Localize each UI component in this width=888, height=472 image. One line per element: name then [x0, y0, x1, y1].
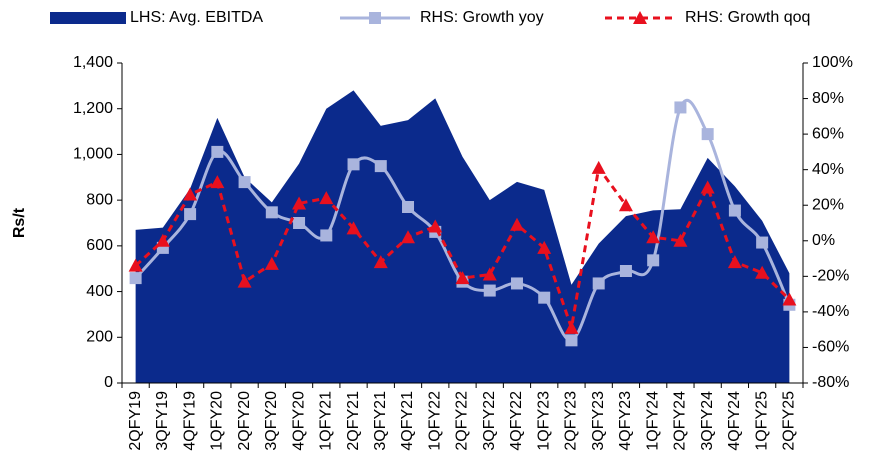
marker — [538, 291, 551, 304]
y-axis-label: Rs/t — [11, 207, 28, 238]
x-tick-label: 3QFY19 — [154, 391, 171, 451]
marker — [401, 230, 416, 244]
y2-tick-label: 0% — [812, 232, 835, 249]
marker — [700, 180, 715, 194]
x-tick-label: 1QFY23 — [535, 391, 552, 451]
marker — [237, 274, 252, 288]
marker — [756, 236, 769, 249]
x-tick-label: 2QFY25 — [781, 391, 798, 451]
y-tick-label: 800 — [86, 191, 113, 208]
marker — [455, 271, 470, 285]
marker — [646, 230, 661, 244]
x-tick-label: 3QFY20 — [263, 391, 280, 451]
y2-tick-label: 40% — [812, 161, 844, 178]
marker — [727, 255, 742, 269]
legend-marker — [369, 12, 381, 24]
marker — [183, 187, 198, 201]
y2-tick-label: -80% — [812, 374, 849, 391]
legend-label: LHS: Avg. EBITDA — [130, 9, 263, 26]
x-tick-label: 4QFY22 — [508, 391, 525, 451]
y-tick-label: 1,400 — [73, 54, 113, 71]
y2-tick-label: 100% — [812, 54, 853, 71]
x-tick-label: 1QFY21 — [318, 391, 335, 451]
y2-tick-label: -60% — [812, 339, 849, 356]
marker — [129, 272, 142, 285]
x-tick-label: 1QFY24 — [644, 391, 661, 451]
marker — [374, 160, 387, 173]
marker — [592, 277, 605, 290]
marker — [184, 208, 197, 221]
marker — [155, 233, 170, 247]
x-tick-label: 3QFY22 — [481, 391, 498, 451]
marker — [510, 277, 523, 290]
x-tick-label: 4QFY19 — [181, 391, 198, 451]
marker — [320, 229, 333, 242]
marker — [319, 191, 334, 205]
marker — [509, 217, 524, 231]
marker — [292, 196, 307, 210]
y2-tick-label: 80% — [812, 90, 844, 107]
y2-tick-label: 60% — [812, 125, 844, 142]
marker — [618, 198, 633, 212]
x-tick-label: 1QFY22 — [426, 391, 443, 451]
marker — [373, 255, 388, 269]
x-tick-label: 2QFY23 — [563, 391, 580, 451]
x-tick-label: 4QFY23 — [617, 391, 634, 451]
marker — [619, 265, 632, 277]
x-tick-label: 3QFY24 — [699, 391, 716, 451]
marker — [782, 292, 797, 306]
x-tick-label: 3QFY23 — [590, 391, 607, 451]
y-tick-label: 600 — [86, 237, 113, 254]
marker — [402, 201, 415, 213]
marker — [347, 158, 360, 171]
marker — [264, 256, 279, 270]
x-tick-label: 4QFY24 — [726, 391, 743, 451]
x-tick-label: 3QFY21 — [372, 391, 389, 451]
marker — [564, 320, 579, 334]
marker — [701, 128, 714, 141]
legend-label: RHS: Growth qoq — [685, 9, 810, 26]
y-tick-label: 400 — [86, 283, 113, 300]
marker — [647, 254, 660, 267]
marker — [728, 204, 741, 217]
x-tick-label: 2QFY21 — [345, 391, 362, 451]
y-tick-label: 200 — [86, 329, 113, 346]
marker — [591, 160, 606, 174]
x-tick-label: 4QFY21 — [399, 391, 416, 451]
legend-swatch — [50, 12, 126, 24]
marker — [265, 206, 278, 219]
area — [135, 90, 790, 383]
marker — [537, 240, 552, 254]
marker — [128, 258, 143, 272]
marker — [674, 101, 687, 114]
y2-tick-label: -40% — [812, 303, 849, 320]
marker — [238, 176, 251, 189]
legend-label: RHS: Growth yoy — [420, 9, 544, 26]
y2-tick-label: 20% — [812, 196, 844, 213]
x-tick-label: 1QFY20 — [209, 391, 226, 451]
x-tick-label: 2QFY24 — [672, 391, 689, 451]
marker — [211, 145, 224, 158]
marker — [210, 175, 225, 189]
y2-tick-label: -20% — [812, 268, 849, 285]
marker — [346, 221, 361, 235]
marker — [565, 334, 578, 347]
marker — [673, 233, 688, 247]
marker — [293, 217, 306, 229]
x-tick-label: 4QFY20 — [290, 391, 307, 451]
marker — [428, 219, 443, 233]
marker — [482, 267, 497, 281]
legend-marker — [633, 11, 647, 24]
marker — [483, 284, 496, 297]
y-tick-label: 1,200 — [73, 100, 113, 117]
x-tick-label: 2QFY22 — [454, 391, 471, 451]
y-tick-label: 1,000 — [73, 146, 113, 163]
x-tick-label: 1QFY25 — [753, 391, 770, 451]
y-tick-label: 0 — [104, 374, 113, 391]
x-tick-label: 2QFY20 — [236, 391, 253, 451]
x-tick-label: 2QFY19 — [127, 391, 144, 451]
marker — [755, 265, 770, 279]
